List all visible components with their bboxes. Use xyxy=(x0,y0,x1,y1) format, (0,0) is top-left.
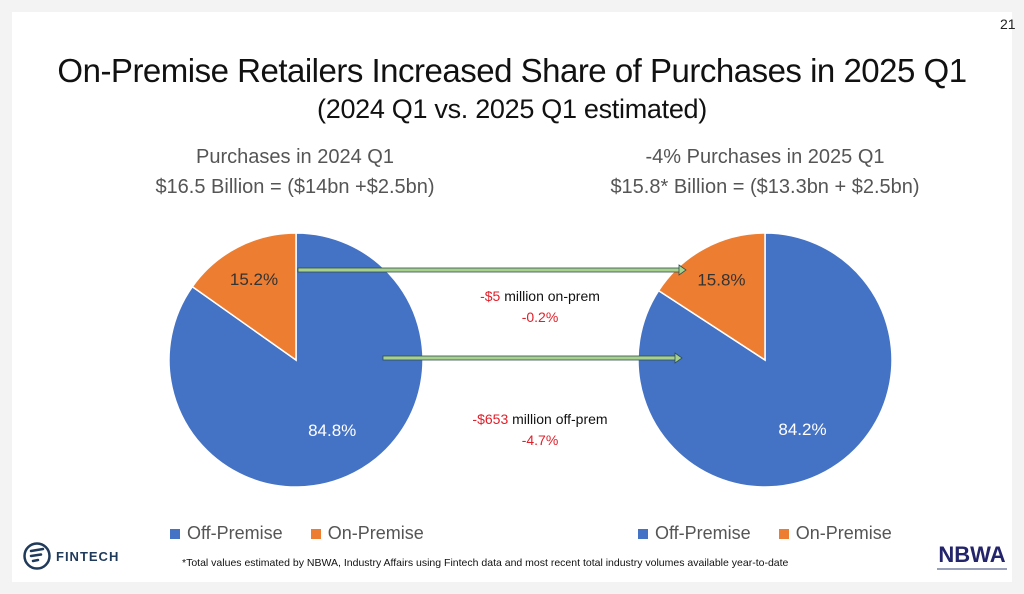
right-header-line1: -4% Purchases in 2025 Q1 xyxy=(645,146,885,168)
legend-right: Off-Premise On-Premise xyxy=(638,523,892,544)
legend-label-off: Off-Premise xyxy=(655,523,751,543)
left-header-line1: Purchases in 2024 Q1 xyxy=(196,146,394,168)
legend-swatch-off xyxy=(170,528,180,539)
legend-item-on-premise: On-Premise xyxy=(778,523,892,544)
legend-item-off-premise: Off-Premise xyxy=(638,523,751,544)
legend-item-on-premise: On-Premise xyxy=(310,523,424,544)
left-chart-header: Purchases in 2024 Q1 $16.5 Billion = ($1… xyxy=(110,142,480,202)
on-prem-change-annotation: -$5 million on-prem -0.2% xyxy=(410,286,670,328)
pie-data-label: 15.2% xyxy=(230,270,278,289)
fintech-logo: FINTECH xyxy=(22,541,119,571)
legend-left: Off-Premise On-Premise xyxy=(170,523,424,544)
on-prem-amount: -$5 xyxy=(480,288,501,304)
pie-slice-on-premise xyxy=(191,232,297,362)
nbwa-logo-text: NBWA xyxy=(938,542,1006,567)
right-header-line2: $15.8* Billion = ($13.3bn + $2.5bn) xyxy=(610,176,920,198)
fintech-logo-icon xyxy=(23,542,51,570)
fintech-logo-text: FINTECH xyxy=(56,548,120,564)
off-prem-amount: -$653 xyxy=(472,411,509,427)
legend-swatch-on xyxy=(778,528,789,539)
pie-data-label: 15.8% xyxy=(697,271,745,290)
legend-label-off: Off-Premise xyxy=(187,523,283,543)
off-prem-text: million off-prem xyxy=(508,411,608,427)
on-prem-arrow xyxy=(297,264,687,276)
legend-swatch-on xyxy=(310,528,321,539)
pie-slice-on-premise xyxy=(657,232,766,362)
pie-chart-2025: 84.2% 15.8% xyxy=(637,232,893,488)
nbwa-logo: NBWA xyxy=(937,544,1007,570)
slide-title: On-Premise Retailers Increased Share of … xyxy=(57,52,967,89)
arrows xyxy=(297,264,687,364)
pie-chart-2024: 84.8% 15.2% xyxy=(168,232,424,488)
on-prem-pct: -0.2% xyxy=(521,309,559,325)
off-prem-change-annotation: -$653 million off-prem -4.7% xyxy=(400,409,680,451)
nbwa-logo-tagline xyxy=(937,568,1007,570)
left-header-line2: $16.5 Billion = ($14bn +$2.5bn) xyxy=(155,176,435,198)
page-number: 21 xyxy=(1000,16,1016,32)
pie-data-label: 84.2% xyxy=(778,420,826,439)
legend-item-off-premise: Off-Premise xyxy=(170,523,283,544)
slide-subtitle: (2024 Q1 vs. 2025 Q1 estimated) xyxy=(317,94,707,124)
off-prem-arrow xyxy=(382,352,683,364)
legend-label-on: On-Premise xyxy=(327,523,424,543)
right-chart-header: -4% Purchases in 2025 Q1 $15.8* Billion … xyxy=(565,142,965,202)
legend-label-on: On-Premise xyxy=(795,523,892,543)
legend-swatch-off xyxy=(638,528,648,539)
footnote: *Total values estimated by NBWA, Industr… xyxy=(182,557,789,569)
on-prem-text: million on-prem xyxy=(500,288,600,304)
off-prem-pct: -4.7% xyxy=(521,432,559,448)
pie-data-label: 84.8% xyxy=(308,421,356,440)
